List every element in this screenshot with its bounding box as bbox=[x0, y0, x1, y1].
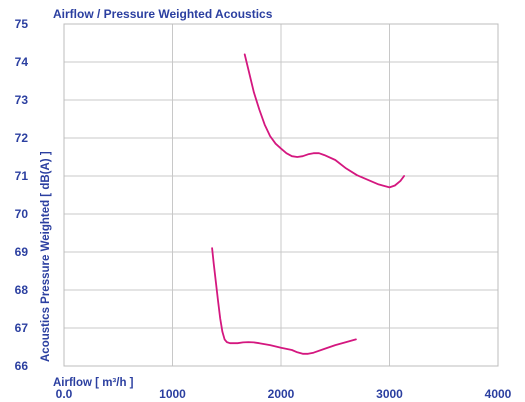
x-tick-labels: 0.0 1000 2000 3000 4000 bbox=[56, 387, 512, 401]
series-line-2 bbox=[211, 247, 357, 355]
x-tick-label: 2000 bbox=[268, 387, 295, 401]
y-tick-label: 69 bbox=[15, 245, 29, 259]
y-tick-label: 72 bbox=[15, 131, 29, 145]
plot-frame bbox=[63, 23, 499, 367]
x-tick-label: 1000 bbox=[159, 387, 186, 401]
y-tick-label: 74 bbox=[15, 55, 29, 69]
y-tick-label: 70 bbox=[15, 207, 29, 221]
x-axis-label: Airflow [ m³/h ] bbox=[53, 377, 134, 389]
y-tick-label: 75 bbox=[15, 17, 29, 31]
x-tick-label: 3000 bbox=[376, 387, 403, 401]
x-tick-label: 4000 bbox=[485, 387, 512, 401]
y-tick-label: 67 bbox=[15, 321, 29, 335]
series-line-1 bbox=[243, 53, 405, 189]
grid-layer bbox=[63, 23, 499, 367]
chart-title: Airflow / Pressure Weighted Acoustics bbox=[53, 7, 273, 21]
y-axis-label: Acoustics Pressure Weighted [ dB(A) ] bbox=[40, 151, 52, 362]
y-tick-label: 71 bbox=[15, 169, 29, 183]
y-tick-label: 73 bbox=[15, 93, 29, 107]
y-tick-labels: 66 67 68 69 70 71 72 73 74 75 bbox=[15, 17, 29, 373]
series-layer bbox=[211, 53, 405, 355]
y-tick-label: 68 bbox=[15, 283, 29, 297]
x-tick-label: 0.0 bbox=[56, 387, 73, 401]
y-tick-label: 66 bbox=[15, 359, 29, 373]
